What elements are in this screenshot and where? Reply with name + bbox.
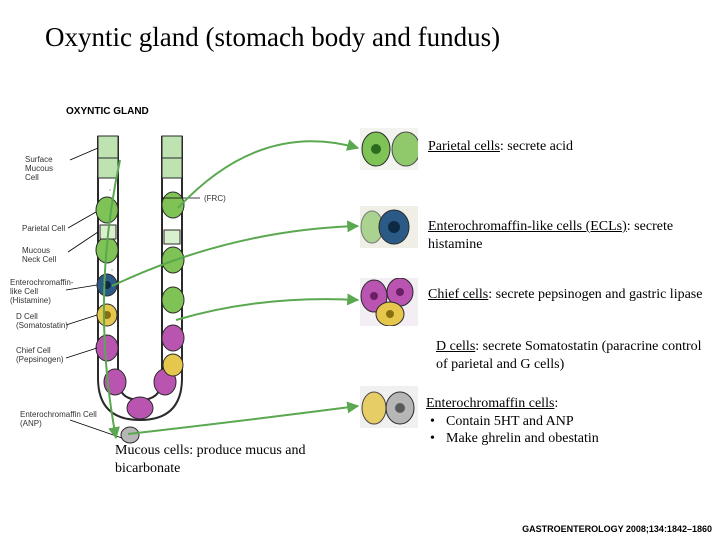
citation-text: GASTROENTEROLOGY 2008;134:1842–1860 [522,524,712,534]
desc-chief: Chief cells: secrete pepsinogen and gast… [428,286,708,304]
desc-chief-rest: : secrete pepsinogen and gastric lipase [488,287,702,302]
lbl-ec: Enterochromaffin Cell (ANP) [20,410,120,428]
oxyntic-heading-text: OXYNTIC GLAND [66,106,149,117]
desc-parietal: Parietal cells: secrete acid [428,138,698,156]
lbl-parietal: Parietal Cell [22,224,65,233]
chief-cells [96,325,184,419]
lbl-ecl: Enterochromaffin-like Cell (Histamine) [10,278,72,305]
lbl-chief: Chief Cell (Pepsinogen) [16,346,74,364]
thumb-ec [360,386,418,428]
desc-mucous: Mucous cells: produce mucus and bicarbon… [115,442,355,477]
desc-ec-b1: Contain 5HT and ANP [446,413,574,431]
desc-mucous-label: Mucous cells [115,443,189,458]
ec-cell-marker [121,427,139,443]
lbl-surface-mucous: Surface Mucous Cell [25,155,67,182]
desc-d-label: D cells [436,339,475,354]
desc-ec-rest: : [554,396,558,411]
thumb-chief [360,278,418,326]
lbl-dcell: D Cell (Somatostatin) [16,312,74,330]
lbl-frc: (FRC) [204,194,226,203]
page-title: Oxyntic gland (stomach body and fundus) [45,22,500,53]
desc-parietal-rest: : secrete acid [500,139,573,154]
gland-svg: OXYNTIC GLAND [60,100,250,450]
desc-parietal-label: Parietal cells [428,139,500,154]
desc-ecl: Enterochromaffin-like cells (ECLs): secr… [428,218,698,253]
oxyntic-gland-diagram: OXYNTIC GLAND [60,100,250,450]
desc-d: D cells: secrete Somatostatin (paracrine… [436,338,712,373]
desc-d-rest: : secrete Somatostatin (paracrine contro… [436,339,702,372]
desc-ec-b2: Make ghrelin and obestatin [446,430,599,448]
desc-chief-label: Chief cells [428,287,488,302]
lbl-mucous-neck: Mucous Neck Cell [22,246,66,264]
desc-ec: Enterochromaffin cells: •Contain 5HT and… [426,395,706,448]
thumb-parietal [360,128,418,170]
surface-mucous-cells [98,136,182,178]
desc-ec-label: Enterochromaffin cells [426,396,554,411]
desc-ecl-label: Enterochromaffin-like cells (ECLs) [428,219,627,234]
thumb-ecl [360,206,418,248]
